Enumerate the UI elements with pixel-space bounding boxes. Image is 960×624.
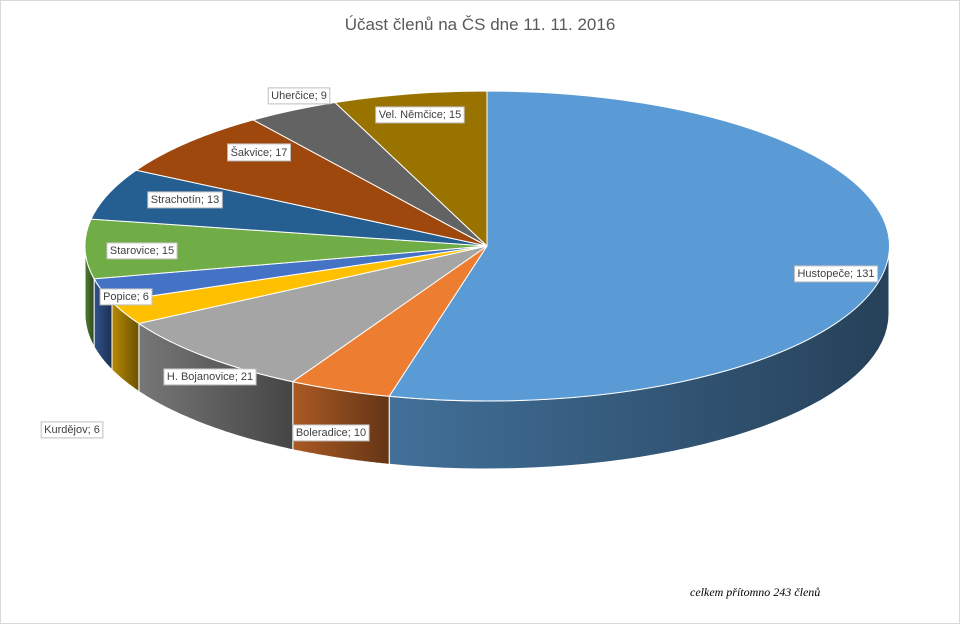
slice-label-5: Starovice; 15 xyxy=(106,242,178,260)
svg-text:Strachotín; 13: Strachotín; 13 xyxy=(151,194,220,206)
total-note: celkem přítomno 243 členů xyxy=(690,585,821,599)
slice-label-1: Boleradice; 10 xyxy=(292,424,370,442)
slice-2 xyxy=(137,245,488,383)
svg-text:Kurdějov; 6: Kurdějov; 6 xyxy=(44,424,100,436)
slice-label-0: Hustopeče; 131 xyxy=(794,265,879,283)
svg-text:Hustopeče; 131: Hustopeče; 131 xyxy=(797,268,874,280)
pie-tops xyxy=(84,90,890,402)
slice-6 xyxy=(90,169,488,247)
svg-text:Boleradice; 10: Boleradice; 10 xyxy=(296,427,366,439)
slice-7 xyxy=(135,119,488,247)
svg-text:Vel. Němčice; 15: Vel. Němčice; 15 xyxy=(379,109,462,121)
slice-label-9: Vel. Němčice; 15 xyxy=(375,106,465,124)
chart-title: Účast členů na ČS dne 11. 11. 2016 xyxy=(344,15,616,34)
slice-label-2: H. Bojanovice; 21 xyxy=(163,368,257,386)
slice-label-4: Popice; 6 xyxy=(99,288,153,306)
slice-label-7: Šakvice; 17 xyxy=(227,143,292,162)
svg-text:Popice; 6: Popice; 6 xyxy=(103,291,149,303)
slice-0 xyxy=(388,90,890,402)
pie-sides xyxy=(84,245,890,470)
slice-label-8: Uherčice; 9 xyxy=(267,87,331,105)
svg-text:Starovice; 15: Starovice; 15 xyxy=(110,245,174,257)
svg-text:H. Bojanovice; 21: H. Bojanovice; 21 xyxy=(167,371,253,383)
slice-5 xyxy=(84,218,488,280)
svg-text:Šakvice; 17: Šakvice; 17 xyxy=(231,146,288,159)
pie-labels: Hustopeče; 131 Boleradice; 10 H. Bojanovic… xyxy=(40,87,879,442)
slice-label-6: Strachotín; 13 xyxy=(147,191,223,209)
slice-label-3: Kurdějov; 6 xyxy=(40,421,104,439)
svg-text:Uherčice; 9: Uherčice; 9 xyxy=(271,90,327,102)
slice-9 xyxy=(333,90,488,248)
